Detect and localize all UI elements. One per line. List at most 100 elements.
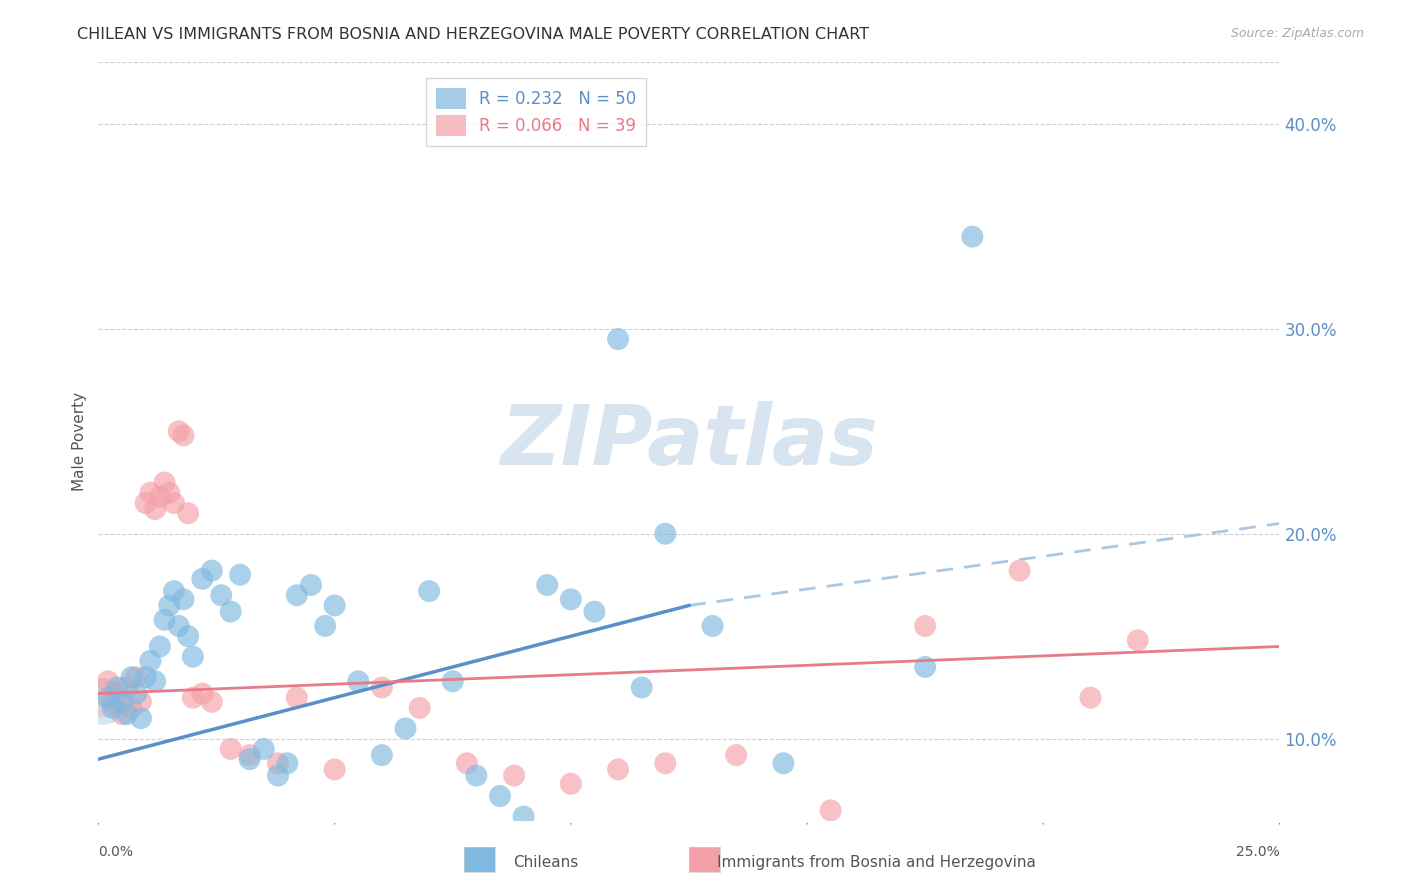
Point — [157, 599, 180, 613]
Text: Source: ZipAtlas.com: Source: ZipAtlas.com — [1230, 27, 1364, 40]
Point — [408, 701, 430, 715]
Point — [121, 701, 143, 715]
Point — [512, 809, 534, 823]
Point — [181, 649, 204, 664]
Point — [441, 674, 464, 689]
Point — [143, 502, 166, 516]
Point — [209, 588, 232, 602]
Point — [323, 599, 346, 613]
Point — [143, 674, 166, 689]
Point — [91, 690, 114, 705]
Point — [725, 747, 748, 762]
Point — [157, 485, 180, 500]
Point — [177, 506, 200, 520]
Point — [229, 567, 252, 582]
Point — [201, 564, 224, 578]
Text: CHILEAN VS IMMIGRANTS FROM BOSNIA AND HERZEGOVINA MALE POVERTY CORRELATION CHART: CHILEAN VS IMMIGRANTS FROM BOSNIA AND HE… — [77, 27, 869, 42]
Point — [121, 670, 143, 684]
Point — [181, 690, 204, 705]
Point — [163, 584, 186, 599]
Point — [654, 756, 676, 771]
Text: Chileans: Chileans — [513, 855, 578, 870]
Y-axis label: Male Poverty: Male Poverty — [72, 392, 87, 491]
Point — [285, 690, 308, 705]
Point — [583, 605, 606, 619]
Point — [285, 588, 308, 602]
Point — [167, 425, 190, 439]
Point — [962, 229, 984, 244]
Point — [607, 763, 630, 777]
Point — [465, 768, 488, 782]
Point — [101, 695, 124, 709]
Text: 25.0%: 25.0% — [1236, 846, 1279, 859]
Point — [105, 687, 128, 701]
Point — [115, 681, 138, 695]
Point — [1080, 690, 1102, 705]
Text: 0.0%: 0.0% — [98, 846, 134, 859]
Point — [219, 605, 242, 619]
Point — [97, 690, 120, 705]
Point — [314, 619, 336, 633]
Point — [503, 768, 526, 782]
Point — [253, 742, 276, 756]
Point — [149, 640, 172, 654]
Point — [371, 681, 394, 695]
Point — [560, 592, 582, 607]
Point — [607, 332, 630, 346]
Point — [630, 681, 652, 695]
Point — [914, 619, 936, 633]
Point — [371, 747, 394, 762]
Point — [394, 722, 416, 736]
Point — [456, 756, 478, 771]
Point — [163, 496, 186, 510]
Point — [125, 687, 148, 701]
Point — [129, 711, 152, 725]
Point — [323, 763, 346, 777]
Point — [914, 660, 936, 674]
Point — [167, 619, 190, 633]
Point — [239, 752, 262, 766]
Point — [489, 789, 512, 803]
Point — [276, 756, 298, 771]
Point — [91, 695, 114, 709]
Point — [172, 428, 194, 442]
Legend: R = 0.232   N = 50, R = 0.066   N = 39: R = 0.232 N = 50, R = 0.066 N = 39 — [426, 78, 647, 145]
Point — [149, 490, 172, 504]
Point — [97, 674, 120, 689]
Point — [560, 777, 582, 791]
Point — [105, 681, 128, 695]
Point — [139, 654, 162, 668]
Point — [101, 701, 124, 715]
Point — [702, 619, 724, 633]
Point — [191, 687, 214, 701]
Point — [125, 670, 148, 684]
Point — [135, 496, 157, 510]
Point — [299, 578, 322, 592]
Point — [153, 613, 176, 627]
Point — [153, 475, 176, 490]
Point — [129, 695, 152, 709]
Point — [267, 768, 290, 782]
Point — [536, 578, 558, 592]
Point — [115, 707, 138, 722]
Point — [172, 592, 194, 607]
Point — [347, 674, 370, 689]
Text: ZIPatlas: ZIPatlas — [501, 401, 877, 482]
Point — [111, 695, 134, 709]
Point — [1126, 633, 1149, 648]
Point — [820, 804, 842, 818]
Point — [111, 707, 134, 722]
Point — [201, 695, 224, 709]
Text: Immigrants from Bosnia and Herzegovina: Immigrants from Bosnia and Herzegovina — [717, 855, 1036, 870]
Point — [139, 485, 162, 500]
Point — [654, 526, 676, 541]
Point — [418, 584, 440, 599]
Point — [267, 756, 290, 771]
Point — [239, 747, 262, 762]
Point — [1008, 564, 1031, 578]
Point — [191, 572, 214, 586]
Point — [219, 742, 242, 756]
Point — [772, 756, 794, 771]
Point — [135, 670, 157, 684]
Point — [177, 629, 200, 643]
